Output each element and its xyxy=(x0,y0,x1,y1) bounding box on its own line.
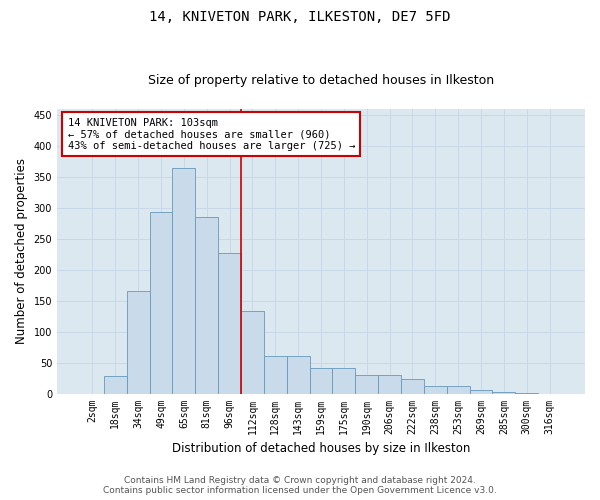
Bar xyxy=(332,368,355,394)
Bar xyxy=(287,356,310,394)
Y-axis label: Number of detached properties: Number of detached properties xyxy=(15,158,28,344)
Bar xyxy=(127,292,149,394)
Text: 14 KNIVETON PARK: 103sqm
← 57% of detached houses are smaller (960)
43% of semi-: 14 KNIVETON PARK: 103sqm ← 57% of detach… xyxy=(68,118,355,150)
Bar xyxy=(218,253,241,394)
Bar xyxy=(447,386,470,394)
Bar xyxy=(493,392,515,394)
Bar xyxy=(424,386,447,394)
Bar xyxy=(310,368,332,394)
Text: Contains HM Land Registry data © Crown copyright and database right 2024.
Contai: Contains HM Land Registry data © Crown c… xyxy=(103,476,497,495)
Bar xyxy=(172,168,196,394)
Bar xyxy=(470,390,493,394)
Bar xyxy=(149,212,172,394)
Bar xyxy=(264,356,287,394)
Title: Size of property relative to detached houses in Ilkeston: Size of property relative to detached ho… xyxy=(148,74,494,87)
Bar xyxy=(515,393,538,394)
Bar xyxy=(104,376,127,394)
Bar xyxy=(355,375,378,394)
Bar xyxy=(378,375,401,394)
Bar xyxy=(196,218,218,394)
Text: 14, KNIVETON PARK, ILKESTON, DE7 5FD: 14, KNIVETON PARK, ILKESTON, DE7 5FD xyxy=(149,10,451,24)
Bar xyxy=(401,378,424,394)
Bar xyxy=(241,312,264,394)
X-axis label: Distribution of detached houses by size in Ilkeston: Distribution of detached houses by size … xyxy=(172,442,470,455)
